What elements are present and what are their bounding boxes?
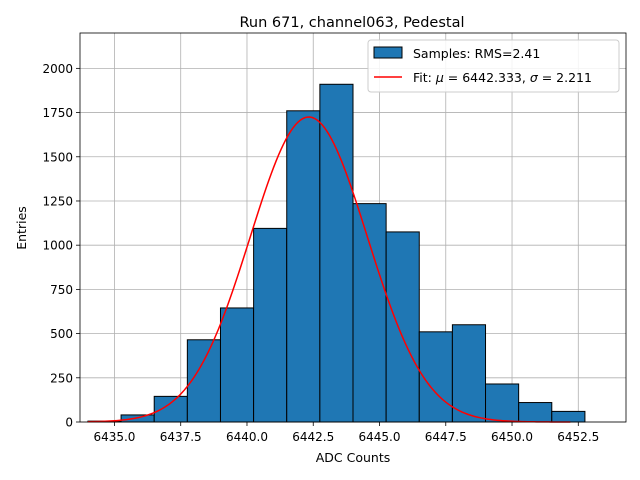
x-axis-label: ADC Counts bbox=[316, 450, 391, 465]
histogram-bar bbox=[385, 231, 420, 423]
y-tick-label: 2000 bbox=[42, 62, 73, 76]
plot-frame bbox=[79, 32, 627, 423]
legend-fit-label: Fit: μ = 6442.333, σ = 2.211 bbox=[413, 70, 592, 85]
gaussian-fit-curve bbox=[87, 116, 571, 423]
x-tick-label: 6437.5 bbox=[160, 430, 202, 444]
histogram-bar bbox=[319, 83, 354, 423]
histogram-bar bbox=[153, 395, 188, 423]
histogram-bar bbox=[451, 324, 487, 423]
x-tick-label: 6447.5 bbox=[425, 430, 467, 444]
x-axis-ticks: 6435.0 6437.5 6440.0 6442.5 6445.0 6447.5 6450… bbox=[93, 422, 599, 444]
x-tick-label: 6452.5 bbox=[557, 430, 599, 444]
y-tick-label: 1000 bbox=[42, 239, 73, 253]
legend-histogram-swatch bbox=[373, 46, 403, 59]
x-tick-label: 6445.0 bbox=[359, 430, 401, 444]
legend-histogram-label: Samples: RMS=2.41 bbox=[413, 46, 540, 61]
histogram-bar bbox=[418, 331, 453, 423]
legend: Samples: RMS=2.41 Fit: μ = 6442.333, σ =… bbox=[367, 39, 620, 93]
y-tick-label: 1750 bbox=[42, 106, 73, 120]
histogram-bar bbox=[518, 402, 553, 423]
histogram-bars bbox=[87, 83, 586, 423]
y-axis-ticks: 0 250 500 750 1000 1250 1500 1750 2000 bbox=[42, 62, 80, 430]
histogram-bar bbox=[352, 203, 387, 423]
y-tick-label: 1500 bbox=[42, 150, 73, 164]
y-tick-label: 1250 bbox=[42, 194, 73, 208]
y-tick-label: 0 bbox=[65, 416, 73, 430]
x-tick-label: 6435.0 bbox=[93, 430, 135, 444]
histogram-bar bbox=[485, 383, 520, 423]
histogram-bar bbox=[219, 307, 255, 423]
chart-title: Run 671, channel063, Pedestal bbox=[239, 15, 464, 31]
legend-box bbox=[367, 39, 620, 93]
y-tick-label: 750 bbox=[50, 283, 73, 297]
y-axis-label: Entries bbox=[14, 206, 29, 250]
y-tick-label: 500 bbox=[50, 327, 73, 341]
x-tick-label: 6442.5 bbox=[292, 430, 334, 444]
histogram-bar bbox=[551, 410, 586, 423]
x-tick-label: 6440.0 bbox=[226, 430, 268, 444]
histogram-bar bbox=[253, 227, 288, 423]
y-tick-label: 250 bbox=[50, 371, 73, 385]
histogram-bar bbox=[186, 339, 221, 423]
histogram-bar bbox=[286, 110, 321, 423]
x-tick-label: 6450.0 bbox=[491, 430, 533, 444]
